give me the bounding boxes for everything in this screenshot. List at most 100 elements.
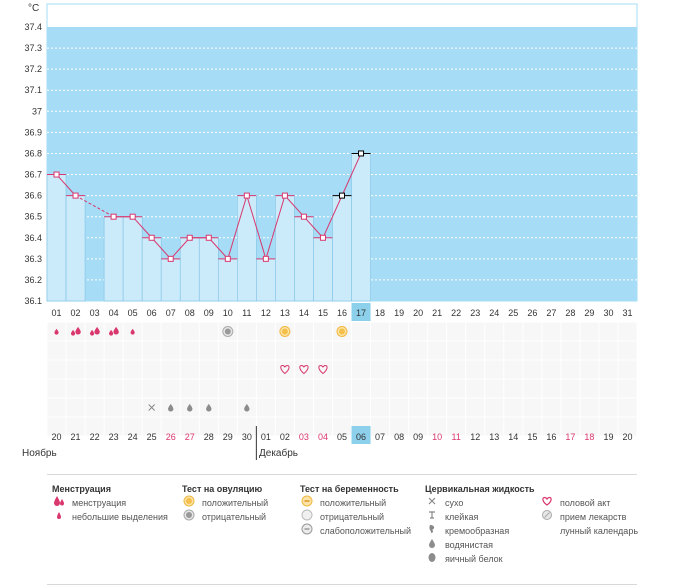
marker-cell [180, 322, 199, 341]
marker-cell [428, 398, 447, 417]
marker-cell [313, 417, 332, 436]
marker-cell [504, 379, 523, 398]
marker-cell [466, 322, 485, 341]
marker-cell [256, 379, 275, 398]
marker-cell [390, 341, 409, 360]
calendar-date-label: 18 [584, 432, 594, 442]
legend-label: отрицательный [320, 512, 385, 522]
marker-cell [599, 341, 618, 360]
marker-cell [275, 379, 294, 398]
day-label: 05 [128, 308, 138, 318]
marker-cell [256, 398, 275, 417]
legend: Менструация менструация небольшие выделе… [0, 476, 675, 587]
calendar-date-label: 27 [185, 432, 195, 442]
marker-cell [390, 322, 409, 341]
day-label: 16 [337, 308, 347, 318]
temp-bar [46, 174, 67, 302]
marker-cell [142, 417, 161, 436]
marker-cell [294, 417, 313, 436]
marker-cell [428, 379, 447, 398]
day-label: 12 [261, 308, 271, 318]
day-label: 18 [375, 308, 385, 318]
dry-cross-icon [425, 495, 439, 511]
y-tick-label: 36.2 [24, 275, 42, 285]
marker-cell [580, 379, 599, 398]
marker-cell [542, 341, 561, 360]
marker-cell [294, 341, 313, 360]
heavy-menstruation-drop-icon [75, 326, 81, 335]
marker-cell [47, 360, 66, 379]
temp-point [129, 213, 136, 220]
legend-label: небольшие выделения [72, 512, 168, 522]
legend-title: Тест на беременность [300, 484, 399, 494]
legend-item: клейкая [425, 510, 535, 524]
marker-cell [409, 360, 428, 379]
marker-cell [313, 322, 332, 341]
temp-point [224, 255, 231, 262]
y-tick-label: 36.1 [24, 296, 42, 306]
marker-cell [561, 341, 580, 360]
highlight-day-cell [351, 303, 371, 321]
temp-line-segment [170, 237, 191, 260]
legend-ovulation: Тест на овуляцию положительный отрицател… [182, 482, 268, 524]
marker-cell [352, 398, 371, 417]
marker-cell [237, 360, 256, 379]
day-label: 19 [394, 308, 404, 318]
temp-line-segment [341, 153, 362, 196]
watery-drop-icon [187, 403, 193, 412]
legend-menstruation: Менструация менструация небольшие выделе… [52, 482, 168, 524]
marker-cell [85, 360, 104, 379]
temp-point [262, 255, 269, 262]
temp-bar [141, 237, 162, 302]
unit-label: °C [28, 3, 39, 14]
calendar-date-label: 04 [318, 432, 328, 442]
marker-cell [561, 379, 580, 398]
calendar-date-label: 21 [71, 432, 81, 442]
y-tick-label: 37.3 [24, 43, 42, 53]
marker-cell [428, 360, 447, 379]
calendar-date-label: 06 [356, 432, 366, 442]
marker-cell [409, 398, 428, 417]
ovulation-positive-core-icon [339, 328, 345, 335]
y-tick-label: 37.1 [24, 85, 42, 95]
calendar-date-label: 30 [242, 432, 252, 442]
marker-cell [371, 398, 390, 417]
marker-cell [428, 322, 447, 341]
temp-point [281, 192, 288, 199]
marker-cell [161, 379, 180, 398]
heavy-menstruation-drop-icon [70, 329, 76, 336]
marker-cell [218, 360, 237, 379]
calendar-date-label: 19 [603, 432, 613, 442]
temp-line-segment [56, 174, 76, 196]
marker-cell [447, 379, 466, 398]
pregnancy-negative-icon [300, 509, 314, 525]
legend-item: лунный календарь [540, 524, 638, 538]
legend-item: яичный белок [425, 552, 535, 566]
marker-cell [466, 398, 485, 417]
marker-cell [275, 417, 294, 436]
heart-icon [540, 495, 554, 511]
marker-cell [542, 360, 561, 379]
temp-line-segment [322, 195, 343, 238]
marker-cell [599, 417, 618, 436]
y-tick-label: 37 [32, 106, 42, 116]
day-label: 27 [546, 308, 556, 318]
heart-icon [299, 364, 309, 375]
marker-cell [618, 398, 637, 417]
day-label: 04 [109, 308, 119, 318]
marker-cell [523, 341, 542, 360]
temp-bar [294, 216, 314, 302]
highlight-date-cell [351, 426, 371, 444]
y-tick-label: 37.2 [24, 64, 42, 74]
legend-item: менструация [52, 496, 168, 510]
calendar-date-label: 02 [280, 432, 290, 442]
heavy-menstruation-drop-icon [113, 326, 119, 335]
marker-cell [313, 379, 332, 398]
marker-cell [428, 341, 447, 360]
marker-cell [390, 398, 409, 417]
marker-cell [199, 341, 218, 360]
marker-cell [523, 417, 542, 436]
legend-item: небольшие выделения [52, 510, 168, 524]
temp-line-segment [246, 195, 267, 259]
legend-title: Менструация [52, 484, 111, 494]
